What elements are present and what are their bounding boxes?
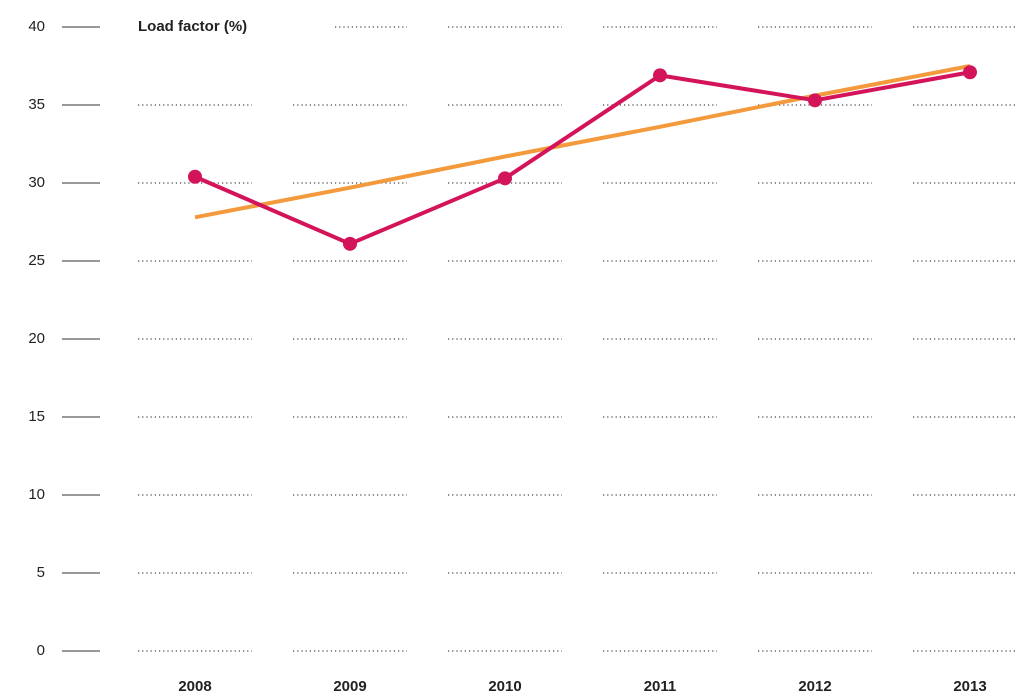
y-tick-label: 25 xyxy=(28,252,45,269)
x-tick-label: 2012 xyxy=(798,678,831,695)
series-line xyxy=(194,70,971,246)
x-tick-label: 2009 xyxy=(333,678,366,695)
x-tick-label: 2008 xyxy=(178,678,211,695)
y-tick-label: 35 xyxy=(28,96,45,113)
point xyxy=(498,171,512,186)
x-tick-label: 2011 xyxy=(644,678,677,695)
y-tick-label: 20 xyxy=(28,330,45,347)
y-tick-label: 15 xyxy=(28,408,45,425)
point xyxy=(188,169,202,184)
y-tick-label: 0 xyxy=(37,642,45,659)
y-tick-label: 10 xyxy=(28,486,45,503)
point xyxy=(808,93,822,108)
point xyxy=(963,65,977,80)
chart-title: Load factor (%) xyxy=(138,18,247,35)
point xyxy=(653,68,667,83)
series-line xyxy=(194,64,971,220)
x-tick-label: 2013 xyxy=(953,678,986,695)
y-tick-label: 30 xyxy=(28,174,45,191)
point xyxy=(343,236,357,251)
y-tick-label: 5 xyxy=(37,564,45,581)
y-tick-label: 40 xyxy=(28,18,45,35)
title-background xyxy=(130,15,335,39)
x-tick-label: 2010 xyxy=(488,678,521,695)
